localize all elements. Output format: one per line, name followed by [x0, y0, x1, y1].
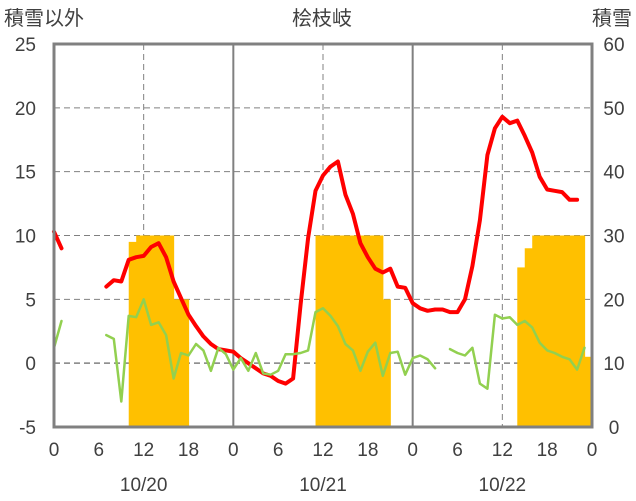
snow-bar: [330, 235, 339, 427]
x-tick-label: 0: [49, 440, 60, 461]
snow-bar: [151, 235, 160, 427]
x-tick-label: 6: [452, 440, 463, 461]
y-left-tick-label: 15: [15, 163, 36, 184]
snow-bar: [577, 235, 586, 427]
y-left-axis-label: 積雪以外: [4, 7, 84, 30]
y-right-tick-label: 50: [603, 99, 624, 120]
x-tick-label: 18: [178, 440, 199, 461]
snow-bar: [337, 235, 347, 427]
x-tick-label: 0: [228, 440, 239, 461]
snow-bar: [547, 235, 556, 427]
snow-bar: [143, 235, 152, 427]
x-tick-label: 0: [587, 440, 598, 461]
date-label: 10/21: [299, 475, 347, 496]
y-left-tick-label: 5: [25, 290, 36, 311]
x-tick-label: 6: [273, 440, 284, 461]
x-tick-label: 12: [312, 440, 333, 461]
snow-bar: [532, 235, 541, 427]
snow-bar: [352, 235, 361, 427]
y-left-tick-label: -5: [19, 418, 36, 439]
snow-bar: [539, 235, 548, 427]
date-label: 10/20: [120, 475, 168, 496]
x-tick-label: 18: [357, 440, 378, 461]
snow-bar: [569, 235, 578, 427]
snow-bar: [375, 235, 384, 427]
snow-bar: [128, 241, 137, 427]
snow-bar: [345, 235, 354, 427]
y-left-tick-label: 20: [15, 99, 36, 120]
y-right-tick-label: 0: [609, 418, 620, 439]
x-tick-label: 0: [407, 440, 418, 461]
snow-bar: [524, 248, 533, 427]
y-right-tick-label: 40: [603, 163, 624, 184]
y-right-tick-label: 20: [603, 290, 624, 311]
y-right-tick-label: 30: [603, 227, 624, 248]
y-left-tick-label: 10: [15, 227, 36, 248]
snow-bar: [360, 235, 369, 427]
snow-bar: [554, 235, 563, 427]
date-label: 10/22: [479, 475, 527, 496]
snow-bar: [136, 235, 145, 427]
y-right-tick-label: 10: [603, 354, 624, 375]
plot-frame: [52, 42, 594, 429]
x-tick-label: 12: [133, 440, 154, 461]
snow-bar: [181, 299, 190, 427]
snow-bar: [584, 356, 593, 427]
y-left-tick-label: 25: [15, 35, 36, 56]
chart-title: 桧枝岐: [292, 7, 352, 30]
x-tick-label: 6: [94, 440, 105, 461]
snow-bar: [562, 235, 571, 427]
x-tick-label: 12: [492, 440, 513, 461]
x-tick-label: 18: [537, 440, 558, 461]
snow-bar: [166, 235, 175, 427]
snow-bar: [517, 267, 526, 427]
snow-bar: [323, 235, 332, 427]
y-right-axis-label: 積雪: [592, 7, 632, 30]
snow-bar: [315, 235, 324, 427]
y-right-tick-label: 60: [603, 35, 624, 56]
y-left-tick-label: 0: [25, 354, 36, 375]
snow-bar: [367, 235, 376, 427]
